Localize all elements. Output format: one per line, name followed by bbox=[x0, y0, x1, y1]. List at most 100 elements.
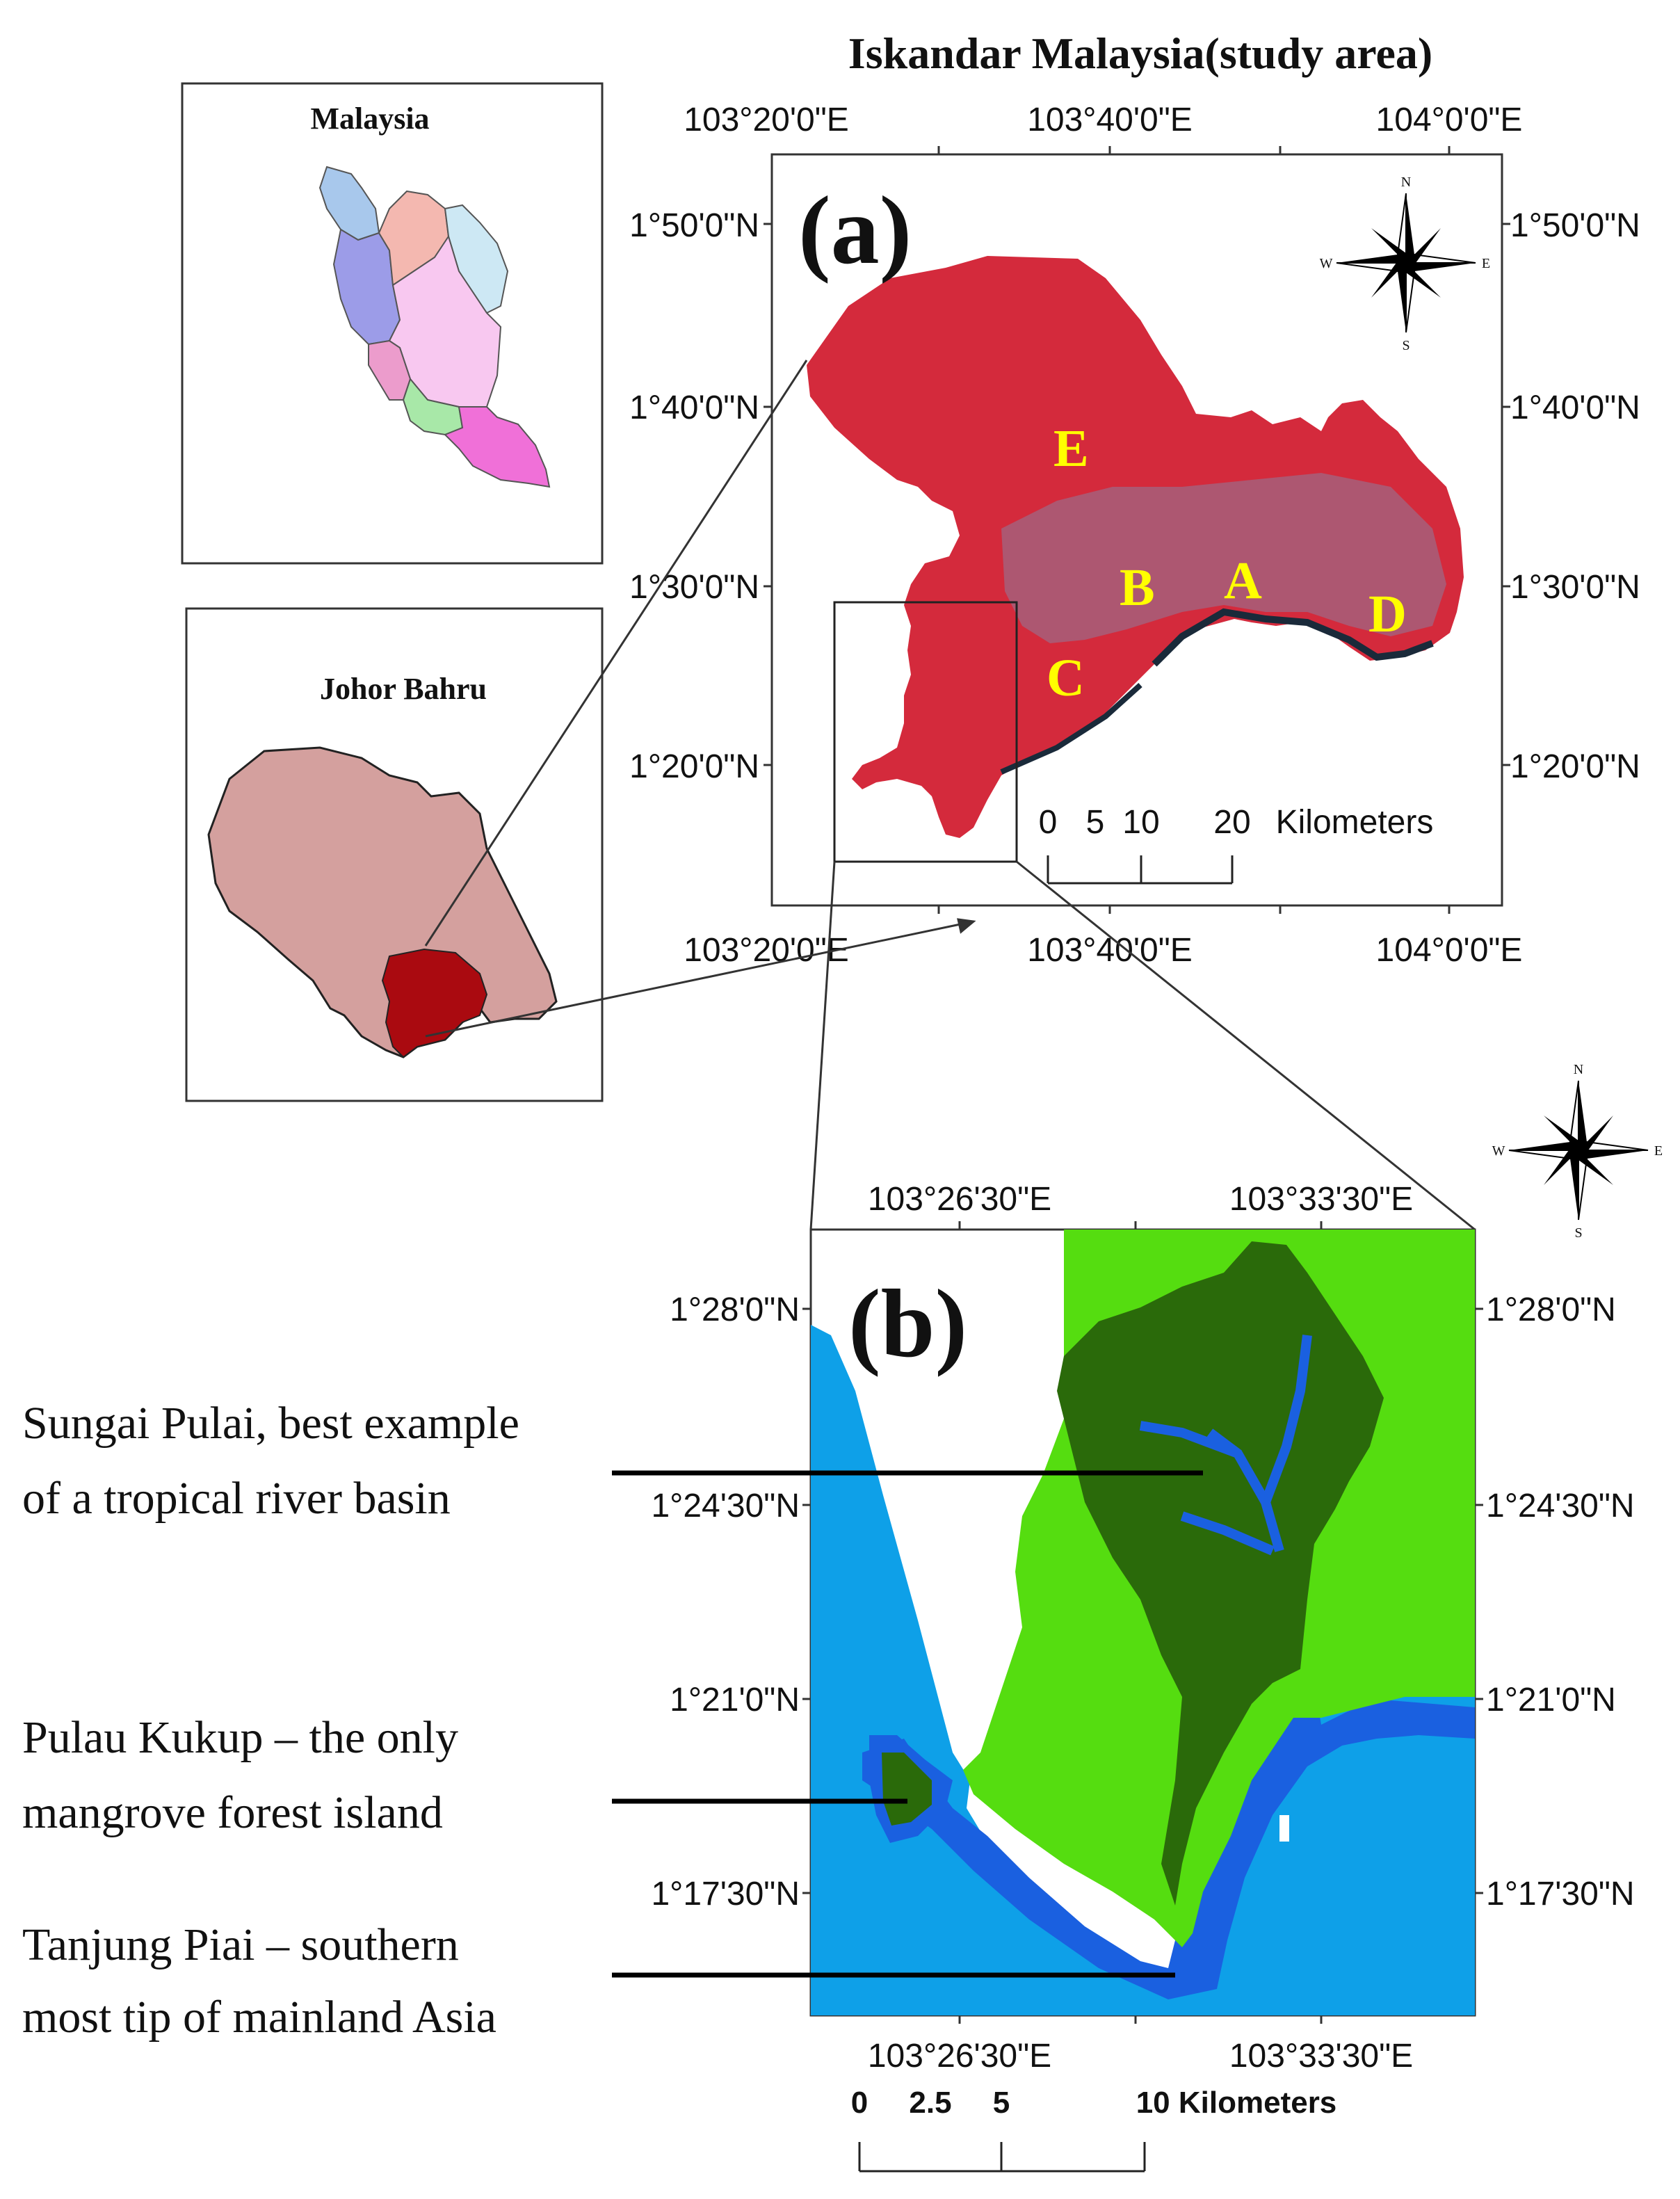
scale-unit: Kilometers bbox=[1276, 804, 1434, 841]
malaysia-inset-title: Malaysia bbox=[310, 102, 429, 136]
annotation-pulau-kukup-line1: Pulau Kukup – the only bbox=[22, 1712, 458, 1763]
annotation-sungai-pulai-line2: of a tropical river basin bbox=[22, 1473, 451, 1524]
panel-b-lon-labels-bottom: 103°26'30"E 103°33'30"E bbox=[868, 2038, 1413, 2075]
scale-number: 0 bbox=[851, 2086, 868, 2120]
connector-arrow-head bbox=[957, 918, 976, 934]
lon-tick-label: 103°26'30"E bbox=[868, 2038, 1051, 2075]
lon-tick-label: 104°0'0"E bbox=[1376, 932, 1523, 969]
compass-s-label: S bbox=[1402, 338, 1410, 353]
annotation-tanjung-piai-line2: most tip of mainland Asia bbox=[22, 1992, 496, 2043]
lat-tick-label: 1°30'0"N bbox=[1510, 569, 1640, 606]
site-label: C bbox=[1047, 649, 1085, 707]
lat-tick-label: 1°40'0"N bbox=[629, 389, 759, 426]
panel-b-lat-labels-right: 1°28'0"N 1°24'30"N 1°21'0"N 1°17'30"N bbox=[1486, 1291, 1635, 1912]
lat-tick-label: 1°24'30"N bbox=[651, 1488, 800, 1524]
lon-tick-label: 103°26'30"E bbox=[868, 1181, 1051, 1218]
scale-end-label: 10 Kilometers bbox=[1136, 2086, 1337, 2120]
lat-tick-label: 1°50'0"N bbox=[1510, 207, 1640, 244]
scale-number: 2.5 bbox=[909, 2086, 951, 2120]
lon-tick-label: 103°40'0"E bbox=[1027, 102, 1193, 138]
lon-tick-label: 103°20'0"E bbox=[684, 102, 849, 138]
coastline-dark bbox=[1152, 608, 1434, 667]
connector-lines bbox=[424, 360, 1476, 1231]
scale-number: 5 bbox=[993, 2086, 1010, 2120]
connector-malaysia-to-a bbox=[424, 360, 808, 947]
panel-a-lon-labels-bottom: 103°20'0"E 103°40'0"E 104°0'0"E bbox=[684, 932, 1522, 969]
lat-tick-label: 1°20'0"N bbox=[1510, 748, 1640, 785]
lat-tick-label: 1°30'0"N bbox=[629, 569, 759, 606]
annotations: Sungai Pulai, best example of a tropical… bbox=[22, 1398, 1203, 2043]
site-label: B bbox=[1120, 558, 1155, 617]
scale-number: 0 bbox=[1039, 804, 1058, 841]
lat-tick-label: 1°28'0"N bbox=[670, 1291, 800, 1328]
lat-tick-label: 1°17'30"N bbox=[651, 1876, 800, 1912]
peninsular-malaysia-map bbox=[318, 166, 551, 488]
scale-number: 5 bbox=[1086, 804, 1105, 841]
annotation-pulau-kukup-line2: mangrove forest island bbox=[22, 1787, 443, 1838]
compass-e-label: E bbox=[1482, 256, 1490, 271]
figure-title: Iskandar Malaysia(study area) bbox=[848, 29, 1432, 78]
compass-w-label: W bbox=[1320, 256, 1333, 271]
river-branches bbox=[1139, 1335, 1312, 1556]
annotation-sungai-pulai-line1: Sungai Pulai, best example bbox=[22, 1398, 519, 1449]
site-label: D bbox=[1368, 585, 1407, 643]
scale-number: 20 bbox=[1213, 804, 1250, 841]
lon-tick-label: 103°40'0"E bbox=[1027, 932, 1193, 969]
connector-a-to-b-right bbox=[1016, 860, 1476, 1231]
compass-rose-b: N S E W bbox=[1492, 1062, 1663, 1241]
scale-bar-line bbox=[858, 2142, 1146, 2173]
compass-e-label: E bbox=[1654, 1143, 1663, 1159]
iskandar-satellite-image bbox=[807, 256, 1464, 838]
lat-tick-label: 1°21'0"N bbox=[1486, 1682, 1616, 1718]
lat-tick-label: 1°50'0"N bbox=[629, 207, 759, 244]
coastline-dark-south bbox=[1000, 683, 1142, 775]
panel-a-lat-labels-right: 1°50'0"N 1°40'0"N 1°30'0"N 1°20'0"N bbox=[1510, 207, 1640, 785]
johor-inset: Johor Bahru bbox=[185, 607, 604, 1102]
iskandar-study-area bbox=[381, 948, 488, 1058]
river-channel bbox=[862, 1537, 1475, 1999]
connector-a-to-b-left bbox=[809, 861, 836, 1230]
compass-s-label: S bbox=[1574, 1225, 1582, 1241]
mangrove-forest bbox=[1057, 1241, 1384, 1906]
scale-number: 10 bbox=[1122, 804, 1159, 841]
scale-bar-line bbox=[1047, 855, 1234, 885]
panel-a-tick-marks bbox=[764, 146, 1510, 914]
panel-b-lon-labels-top: 103°26'30"E 103°33'30"E bbox=[868, 1181, 1413, 1218]
lon-tick-label: 103°20'0"E bbox=[684, 932, 849, 969]
urban-area-overlay bbox=[1001, 473, 1446, 643]
panel-b-extent-box bbox=[833, 601, 1018, 863]
compass-w-label: W bbox=[1492, 1143, 1505, 1159]
site-label: E bbox=[1053, 419, 1089, 478]
annotation-tanjung-piai-line1: Tanjung Piai – southern bbox=[22, 1919, 459, 1970]
compass-star-icon bbox=[1508, 1080, 1649, 1221]
state-johor bbox=[444, 406, 551, 488]
lon-tick-label: 103°33'30"E bbox=[1229, 1181, 1413, 1218]
panel-b-lat-labels-left: 1°28'0"N 1°24'30"N 1°21'0"N 1°17'30"N bbox=[651, 1291, 800, 1912]
panel-a-lat-labels-left: 1°50'0"N 1°40'0"N 1°30'0"N 1°20'0"N bbox=[629, 207, 759, 785]
panel-a: (a) E B A C D 103°20'0"E 103°40'0"E 104°… bbox=[629, 102, 1640, 969]
pulau-kukup-island bbox=[882, 1753, 932, 1826]
panel-a-lon-labels-top: 103°20'0"E 103°40'0"E 104°0'0"E bbox=[684, 102, 1522, 138]
lat-tick-label: 1°24'30"N bbox=[1486, 1488, 1635, 1524]
lat-tick-label: 1°20'0"N bbox=[629, 748, 759, 785]
johor-inset-title: Johor Bahru bbox=[320, 672, 487, 706]
lat-tick-label: 1°21'0"N bbox=[670, 1682, 800, 1718]
reclaimed-land-patch bbox=[1279, 1815, 1289, 1842]
site-labels: E B A C D bbox=[1047, 419, 1407, 707]
annotation-leader-lines bbox=[612, 1470, 1203, 1978]
malaysia-inset: Malaysia bbox=[181, 82, 604, 565]
lat-tick-label: 1°17'30"N bbox=[1486, 1876, 1635, 1912]
lon-tick-label: 103°33'30"E bbox=[1229, 2038, 1413, 2075]
lon-tick-label: 104°0'0"E bbox=[1376, 102, 1523, 138]
panel-b-scale-bar: 0 2.5 5 10 Kilometers bbox=[851, 2086, 1337, 2173]
lat-tick-label: 1°40'0"N bbox=[1510, 389, 1640, 426]
compass-star-icon bbox=[1336, 193, 1476, 333]
compass-n-label: N bbox=[1574, 1062, 1583, 1077]
panel-a-scale-bar: 0 5 10 20 Kilometers bbox=[1039, 804, 1434, 885]
compass-n-label: N bbox=[1401, 175, 1411, 190]
panel-b-map bbox=[811, 1230, 1475, 2015]
connector-johor-to-a bbox=[425, 920, 974, 1038]
panel-b: (b) 103°26'30"E 103°33'30"E 103°26'30"E … bbox=[651, 1062, 1663, 2173]
panel-b-tick-marks bbox=[802, 1221, 1483, 2024]
